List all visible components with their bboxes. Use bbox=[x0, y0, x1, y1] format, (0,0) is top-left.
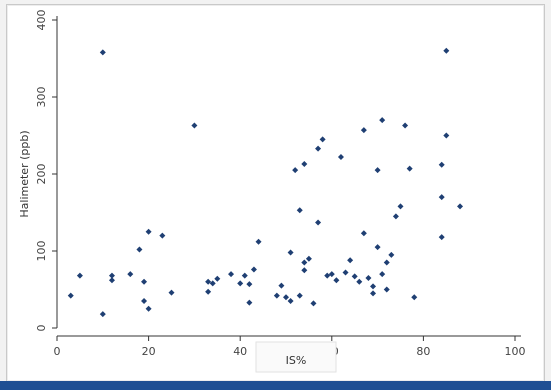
data-point bbox=[141, 298, 148, 305]
data-point bbox=[99, 311, 106, 318]
data-point bbox=[443, 132, 450, 139]
data-points bbox=[67, 47, 464, 318]
data-point bbox=[356, 278, 363, 285]
data-point bbox=[374, 167, 381, 174]
data-point bbox=[145, 228, 152, 235]
data-point bbox=[347, 257, 354, 264]
data-point bbox=[337, 154, 344, 161]
data-point bbox=[305, 255, 312, 262]
data-point bbox=[278, 282, 285, 289]
x-tick-label: 0 bbox=[54, 345, 61, 358]
data-point bbox=[168, 289, 175, 296]
chart-frame bbox=[6, 4, 545, 382]
data-point bbox=[406, 165, 413, 172]
data-point bbox=[342, 269, 349, 276]
data-point bbox=[292, 167, 299, 174]
data-point bbox=[296, 292, 303, 299]
x-axis-title-background bbox=[255, 341, 337, 373]
data-point bbox=[191, 122, 198, 129]
data-point bbox=[246, 299, 253, 306]
y-axis-title: Halimeter (ppb) bbox=[18, 130, 31, 217]
data-point bbox=[205, 288, 212, 295]
data-point bbox=[411, 294, 418, 301]
data-point bbox=[443, 47, 450, 54]
data-point bbox=[255, 238, 262, 245]
data-point bbox=[370, 290, 377, 297]
data-point bbox=[141, 278, 148, 285]
data-point bbox=[333, 277, 340, 284]
data-point bbox=[287, 298, 294, 305]
data-point bbox=[67, 292, 74, 299]
y-tick-label: 400 bbox=[35, 10, 48, 31]
data-point bbox=[159, 232, 166, 239]
data-point bbox=[370, 283, 377, 290]
data-point bbox=[250, 266, 257, 273]
x-tick-label: 40 bbox=[233, 345, 247, 358]
data-point bbox=[438, 234, 445, 241]
y-tick-label: 200 bbox=[35, 164, 48, 185]
data-point bbox=[246, 281, 253, 288]
x-tick-label: 20 bbox=[142, 345, 156, 358]
data-point bbox=[205, 278, 212, 285]
x-axis-title: IS% bbox=[286, 354, 307, 367]
data-point bbox=[351, 273, 358, 280]
x-tick-label: 80 bbox=[416, 345, 430, 358]
data-point bbox=[136, 246, 143, 253]
data-point bbox=[402, 122, 409, 129]
data-point bbox=[360, 230, 367, 237]
y-axis-ticks: 0 100 200 300 400 bbox=[35, 10, 57, 332]
data-point bbox=[108, 272, 115, 279]
data-point bbox=[228, 271, 235, 278]
data-point bbox=[383, 286, 390, 293]
data-point bbox=[287, 249, 294, 256]
data-point bbox=[438, 161, 445, 168]
data-point bbox=[438, 194, 445, 201]
y-tick-label: 0 bbox=[35, 325, 48, 332]
data-point bbox=[397, 203, 404, 210]
data-point bbox=[392, 213, 399, 220]
data-point bbox=[310, 300, 317, 307]
data-point bbox=[315, 145, 322, 152]
data-point bbox=[76, 272, 83, 279]
data-point bbox=[301, 259, 308, 266]
data-point bbox=[328, 271, 335, 278]
y-tick-label: 300 bbox=[35, 87, 48, 108]
data-point bbox=[360, 127, 367, 134]
data-point bbox=[374, 244, 381, 251]
data-point bbox=[379, 271, 386, 278]
data-point bbox=[145, 305, 152, 312]
data-point bbox=[457, 203, 464, 210]
data-point bbox=[283, 294, 289, 301]
data-point bbox=[209, 280, 216, 287]
data-point bbox=[319, 136, 326, 143]
y-tick-label: 100 bbox=[35, 241, 48, 262]
window-bottom-bar bbox=[0, 381, 551, 390]
data-point bbox=[315, 219, 322, 226]
x-tick-label: 100 bbox=[505, 345, 526, 358]
data-point bbox=[214, 275, 221, 282]
data-point bbox=[273, 292, 280, 299]
data-point bbox=[108, 277, 115, 284]
data-point bbox=[301, 160, 308, 167]
data-point bbox=[127, 271, 134, 278]
data-point bbox=[99, 49, 106, 56]
data-point bbox=[388, 251, 395, 258]
data-point bbox=[241, 272, 248, 279]
data-point bbox=[365, 274, 372, 281]
data-point bbox=[237, 280, 244, 287]
data-point bbox=[296, 207, 303, 214]
data-point bbox=[301, 267, 308, 274]
data-point bbox=[383, 259, 390, 266]
data-point bbox=[379, 117, 386, 124]
data-point bbox=[324, 272, 331, 279]
